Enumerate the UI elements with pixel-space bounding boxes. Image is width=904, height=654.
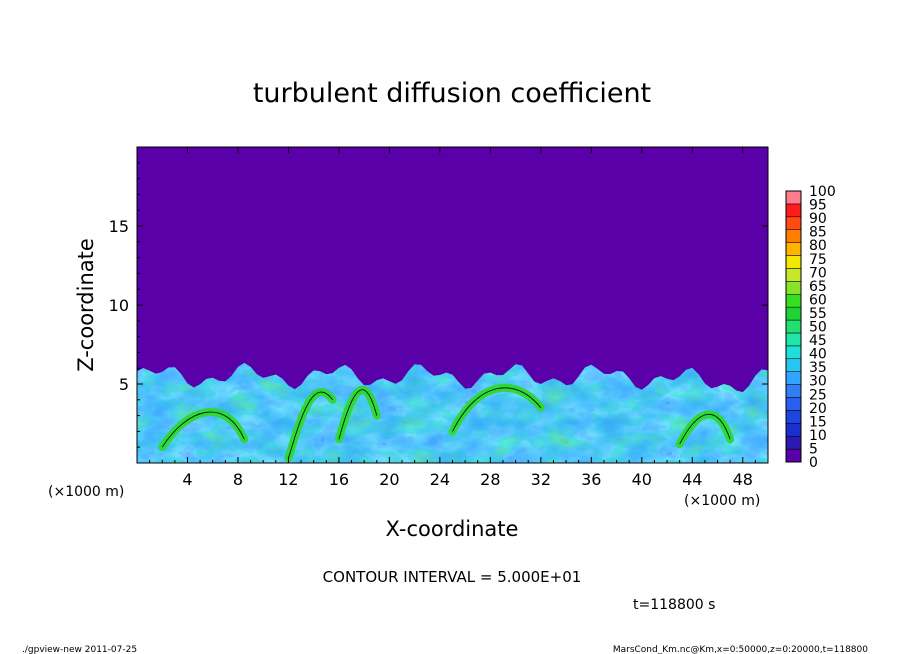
x-tick-label: 48 xyxy=(733,470,753,489)
colorbar-label: 80 xyxy=(809,238,827,254)
colorbar-swatch xyxy=(785,268,802,282)
colorbar-swatch xyxy=(785,397,802,411)
contour-interval-label: CONTOUR INTERVAL = 5.000E+01 xyxy=(323,568,582,586)
plot-area xyxy=(137,147,768,463)
colorbar-label: 85 xyxy=(809,225,827,241)
colorbar-swatch xyxy=(785,281,802,295)
x-tick-label: 32 xyxy=(531,470,551,489)
colorbar-label: 25 xyxy=(809,387,827,403)
colorbar-label: 95 xyxy=(809,198,827,214)
footer-right: MarsCond_Km.nc@Km,x=0:50000,z=0:20000,t=… xyxy=(613,645,868,654)
x-unit-right: (×1000 m) xyxy=(684,493,760,509)
colorbar-label: 45 xyxy=(809,333,827,349)
x-unit-left: (×1000 m) xyxy=(48,484,124,500)
colorbar-label: 30 xyxy=(809,374,827,390)
colorbar-swatch xyxy=(785,216,802,230)
x-axis-label: X-coordinate xyxy=(386,517,519,541)
colorbar-label: 50 xyxy=(809,320,827,336)
colorbar-swatch xyxy=(785,229,802,243)
colorbar-label: 20 xyxy=(809,401,827,417)
y-axis: 5 10 15 xyxy=(109,162,768,448)
colorbar-swatch xyxy=(785,410,802,424)
contour-line xyxy=(679,414,731,445)
colorbar-label: 70 xyxy=(809,265,827,281)
colorbar-swatch xyxy=(785,384,802,398)
x-tick-label: 40 xyxy=(632,470,652,489)
colorbar-label: 60 xyxy=(809,292,827,308)
x-tick-label: 16 xyxy=(329,470,349,489)
y-tick-label: 5 xyxy=(119,375,129,394)
contour-line xyxy=(338,389,378,440)
contour-line xyxy=(452,387,542,432)
colorbar-swatch xyxy=(785,190,802,205)
chart-title: turbulent diffusion coefficient xyxy=(253,78,651,109)
colorbar-label: 55 xyxy=(809,306,827,322)
y-axis-label: Z-coordinate xyxy=(74,238,98,372)
colorbar-swatch xyxy=(785,332,802,347)
colorbar-swatch xyxy=(785,306,802,321)
colorbar-swatch xyxy=(785,319,802,334)
x-tick-label: 8 xyxy=(233,470,243,489)
turbulent-layer xyxy=(137,362,768,463)
contour-line xyxy=(161,411,245,448)
turbulence-texture xyxy=(137,362,768,463)
colorbar-label: 10 xyxy=(809,428,827,444)
footer-left: ./gpview-new 2011-07-25 xyxy=(22,645,137,654)
colorbar: 0510152025303540455055606570758085909510… xyxy=(785,184,836,471)
x-tick-label: 4 xyxy=(182,470,192,489)
colorbar-label: 35 xyxy=(809,360,827,376)
colorbar-label: 100 xyxy=(809,184,836,200)
colorbar-swatch xyxy=(785,255,802,269)
colorbar-label: 65 xyxy=(809,279,827,295)
colorbar-swatch xyxy=(785,293,802,308)
contour-line xyxy=(288,391,333,459)
colorbar-swatch xyxy=(785,448,802,463)
colorbar-swatch xyxy=(785,203,802,218)
colorbar-swatch xyxy=(785,371,802,385)
colorbar-label: 40 xyxy=(809,347,827,363)
colorbar-frame xyxy=(785,190,802,463)
colorbar-swatch xyxy=(785,345,802,360)
time-label: t=118800 s xyxy=(633,597,715,613)
colorbar-swatch xyxy=(785,242,802,256)
colorbar-label: 0 xyxy=(809,455,818,471)
colorbar-label: 15 xyxy=(809,414,827,430)
x-tick-label: 12 xyxy=(278,470,298,489)
colorbar-swatch xyxy=(785,358,802,372)
colorbar-swatch xyxy=(785,435,802,450)
x-axis: 4 8 12 16 20 24 28 32 36 40 44 48 xyxy=(149,147,756,489)
y-tick-label: 15 xyxy=(109,217,129,236)
colorbar-label: 90 xyxy=(809,211,827,227)
x-tick-label: 24 xyxy=(430,470,450,489)
x-tick-label: 28 xyxy=(480,470,500,489)
x-tick-label: 20 xyxy=(379,470,399,489)
colorbar-label: 75 xyxy=(809,252,827,268)
x-tick-label: 36 xyxy=(581,470,601,489)
y-tick-label: 10 xyxy=(109,296,129,315)
x-tick-label: 44 xyxy=(682,470,702,489)
colorbar-swatch xyxy=(785,423,802,437)
colorbar-label: 5 xyxy=(809,441,818,457)
